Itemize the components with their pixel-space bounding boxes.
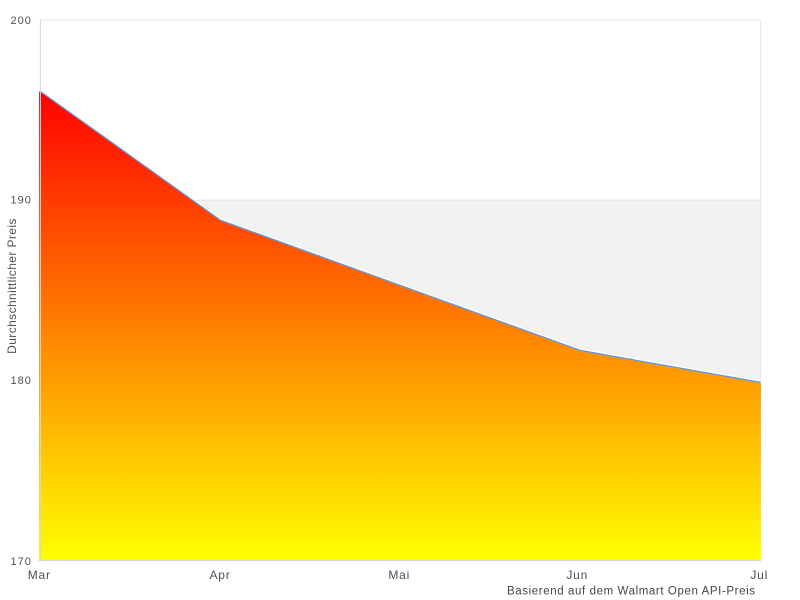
svg-text:170: 170 xyxy=(11,556,32,568)
svg-text:Apr: Apr xyxy=(209,568,230,582)
svg-text:180: 180 xyxy=(11,375,32,387)
svg-text:Mai: Mai xyxy=(388,568,410,582)
svg-text:Basierend auf dem Walmart Open: Basierend auf dem Walmart Open API-Preis xyxy=(507,586,756,598)
svg-text:190: 190 xyxy=(11,195,32,207)
svg-text:Jul: Jul xyxy=(750,568,768,582)
svg-text:Durchschnittlicher Preis: Durchschnittlicher Preis xyxy=(5,218,19,354)
svg-text:200: 200 xyxy=(11,15,32,27)
svg-text:Mar: Mar xyxy=(28,568,51,582)
svg-text:Jun: Jun xyxy=(566,568,588,582)
